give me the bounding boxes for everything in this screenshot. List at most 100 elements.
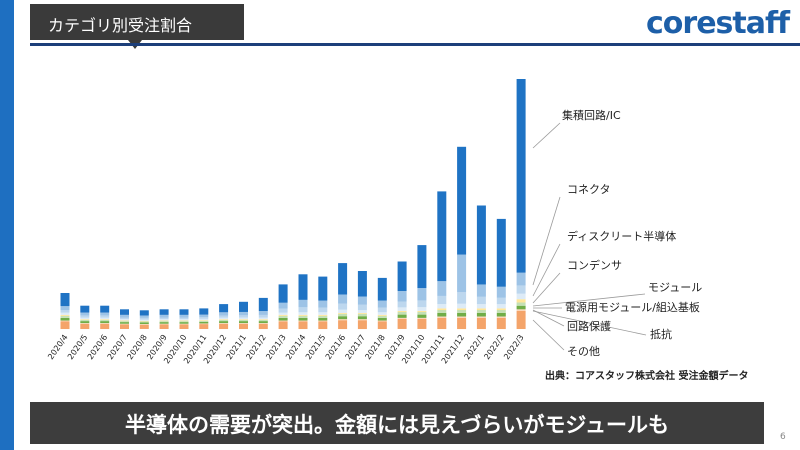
bar-segment-2021-11-s3 — [437, 310, 447, 313]
bar-segment-2021-6-s6 — [338, 303, 348, 310]
bar-segment-2021-2-s0 — [258, 323, 268, 330]
legend-label: 回路保護 — [567, 319, 611, 333]
bar-segment-2021-3-s8 — [278, 284, 288, 303]
legend-label: モジュール — [648, 281, 702, 294]
bar-segment-2022-3-s5 — [516, 293, 526, 300]
bar-segment-2020-4-s2 — [60, 317, 70, 321]
bar-segment-2021-7-s6 — [357, 304, 367, 311]
bar-segment-2021-5-s5 — [318, 312, 328, 315]
bar-segment-2021-8-s0 — [377, 321, 387, 330]
bar-segment-2022-1-s6 — [476, 296, 486, 305]
bar-segment-2020-6-s0 — [100, 323, 110, 330]
bar-segment-2020-11-s7 — [199, 314, 209, 318]
bar-segment-2020-12-s8 — [219, 304, 229, 313]
bar-segment-2021-6-s7 — [338, 294, 348, 304]
bar-segment-2021-8-s3 — [377, 315, 387, 318]
bar-segment-2020-12-s6 — [219, 315, 229, 318]
bar-segment-2022-2-s3 — [496, 310, 506, 313]
bar-segment-2022-2-s1 — [496, 316, 506, 318]
bar-segment-2021-9-s5 — [397, 307, 407, 311]
bar-segment-2021-4-s2 — [298, 317, 308, 321]
stacked-bar-chart: 2020/42020/52020/62020/72020/82020/92020… — [46, 79, 702, 365]
bar-segment-2021-12-s0 — [457, 317, 467, 330]
bar-segment-2021-10-s2 — [417, 314, 427, 318]
bar-segment-2021-2-s8 — [258, 297, 268, 312]
bar-segment-2020-7-s4 — [120, 320, 129, 322]
bar-segment-2020-4-s1 — [60, 320, 70, 322]
bar-segment-2020-7-s8 — [120, 309, 129, 315]
bar-segment-2020-12-s5 — [219, 317, 229, 320]
bar-segment-2022-3-s1 — [516, 309, 526, 311]
page-number: 6 — [780, 432, 786, 442]
bar-segment-2021-5-s1 — [318, 320, 328, 322]
page-title: カテゴリ別受注割合 — [48, 16, 193, 35]
bar-segment-2021-10-s8 — [417, 245, 427, 289]
bar-segment-2021-4-s0 — [298, 321, 308, 330]
bar-segment-2020-7-s1 — [120, 323, 129, 325]
bar-segment-2022-1-s8 — [476, 205, 486, 285]
bar-segment-2020-11-s4 — [199, 320, 209, 321]
bar-segment-2022-2-s6 — [496, 297, 506, 305]
bar-segment-2020-4-s7 — [60, 306, 70, 311]
legend-label: ディスクリート半導体 — [567, 229, 676, 243]
bar-segment-2021-12-s5 — [457, 303, 467, 309]
bar-segment-2021-5-s6 — [318, 307, 328, 313]
summary-banner: 半導体の需要が突出。金額には見えづらいがモジュールも — [30, 402, 764, 444]
bar-segment-2022-2-s7 — [496, 286, 506, 298]
bar-segment-2021-4-s1 — [298, 320, 308, 322]
bar-segment-2021-11-s4 — [437, 308, 447, 311]
bar-segment-2021-12-s4 — [457, 308, 467, 311]
legend-leader-line — [532, 272, 561, 304]
bar-segment-2021-4-s5 — [298, 312, 308, 315]
bar-segment-2020-11-s8 — [199, 308, 209, 315]
legend-label: 電源用モジュール/組込基板 — [565, 300, 700, 314]
bar-segment-2021-9-s3 — [397, 312, 407, 315]
bar-segment-2021-1-s2 — [239, 321, 248, 324]
bar-segment-2020-8-s5 — [139, 319, 149, 321]
bar-segment-2021-1-s4 — [239, 319, 248, 320]
bar-segment-2021-9-s0 — [397, 318, 407, 329]
x-tick-label: 2022/3 — [502, 333, 526, 361]
bar-segment-2021-10-s0 — [417, 318, 427, 329]
bar-segment-2020-5-s5 — [80, 317, 90, 320]
bar-segment-2021-3-s4 — [278, 314, 288, 316]
bar-segment-2021-12-s1 — [457, 316, 467, 318]
bar-segment-2022-2-s8 — [496, 218, 506, 287]
source-note: 出典：コアスタッフ株式会社 受注金額データ — [545, 371, 749, 382]
bar-segment-2022-1-s7 — [476, 284, 486, 297]
bars-layer — [60, 79, 526, 330]
bar-segment-2020-9-s8 — [159, 309, 169, 315]
bar-segment-2020-10-s6 — [179, 317, 189, 320]
bar-segment-2021-9-s6 — [397, 301, 407, 308]
bar-segment-2020-7-s6 — [120, 317, 129, 320]
legend: その他 抵抗 回路保護 電源用モジュール/組込基板 モジュール コンデンサ ディスクリート半… — [562, 108, 702, 358]
legend-leader-lines — [532, 122, 647, 351]
bar-segment-2021-1-s1 — [239, 323, 248, 324]
legend-label: 抵抗 — [650, 327, 672, 341]
bar-segment-2021-7-s2 — [357, 316, 367, 320]
bar-segment-2020-12-s4 — [219, 319, 229, 320]
bar-segment-2021-6-s2 — [338, 316, 348, 320]
bar-segment-2021-6-s4 — [338, 312, 348, 314]
bar-segment-2021-8-s8 — [377, 277, 387, 301]
bar-segment-2020-7-s2 — [120, 322, 129, 324]
bar-segment-2021-12-s2 — [457, 312, 467, 317]
bar-segment-2020-8-s3 — [139, 321, 149, 323]
bar-segment-2020-9-s5 — [159, 319, 169, 321]
bar-segment-2020-7-s7 — [120, 314, 129, 318]
bar-segment-2021-1-s5 — [239, 317, 248, 320]
bar-segment-2021-5-s8 — [318, 276, 328, 301]
bar-segment-2021-11-s8 — [437, 191, 447, 282]
bar-segment-2021-11-s1 — [437, 316, 447, 318]
bar-segment-2022-1-s4 — [476, 308, 486, 311]
bar-segment-2020-6-s2 — [100, 321, 110, 324]
bar-segment-2022-1-s3 — [476, 310, 486, 313]
bar-segment-2022-3-s3 — [516, 302, 526, 306]
bar-segment-2020-9-s2 — [159, 322, 169, 324]
bar-segment-2020-9-s7 — [159, 314, 169, 318]
bar-segment-2021-11-s6 — [437, 295, 447, 305]
bar-segment-2021-9-s8 — [397, 261, 407, 291]
bar-segment-2021-2-s3 — [258, 319, 268, 322]
bar-segment-2021-10-s3 — [417, 312, 427, 315]
bar-segment-2020-7-s5 — [120, 319, 129, 321]
